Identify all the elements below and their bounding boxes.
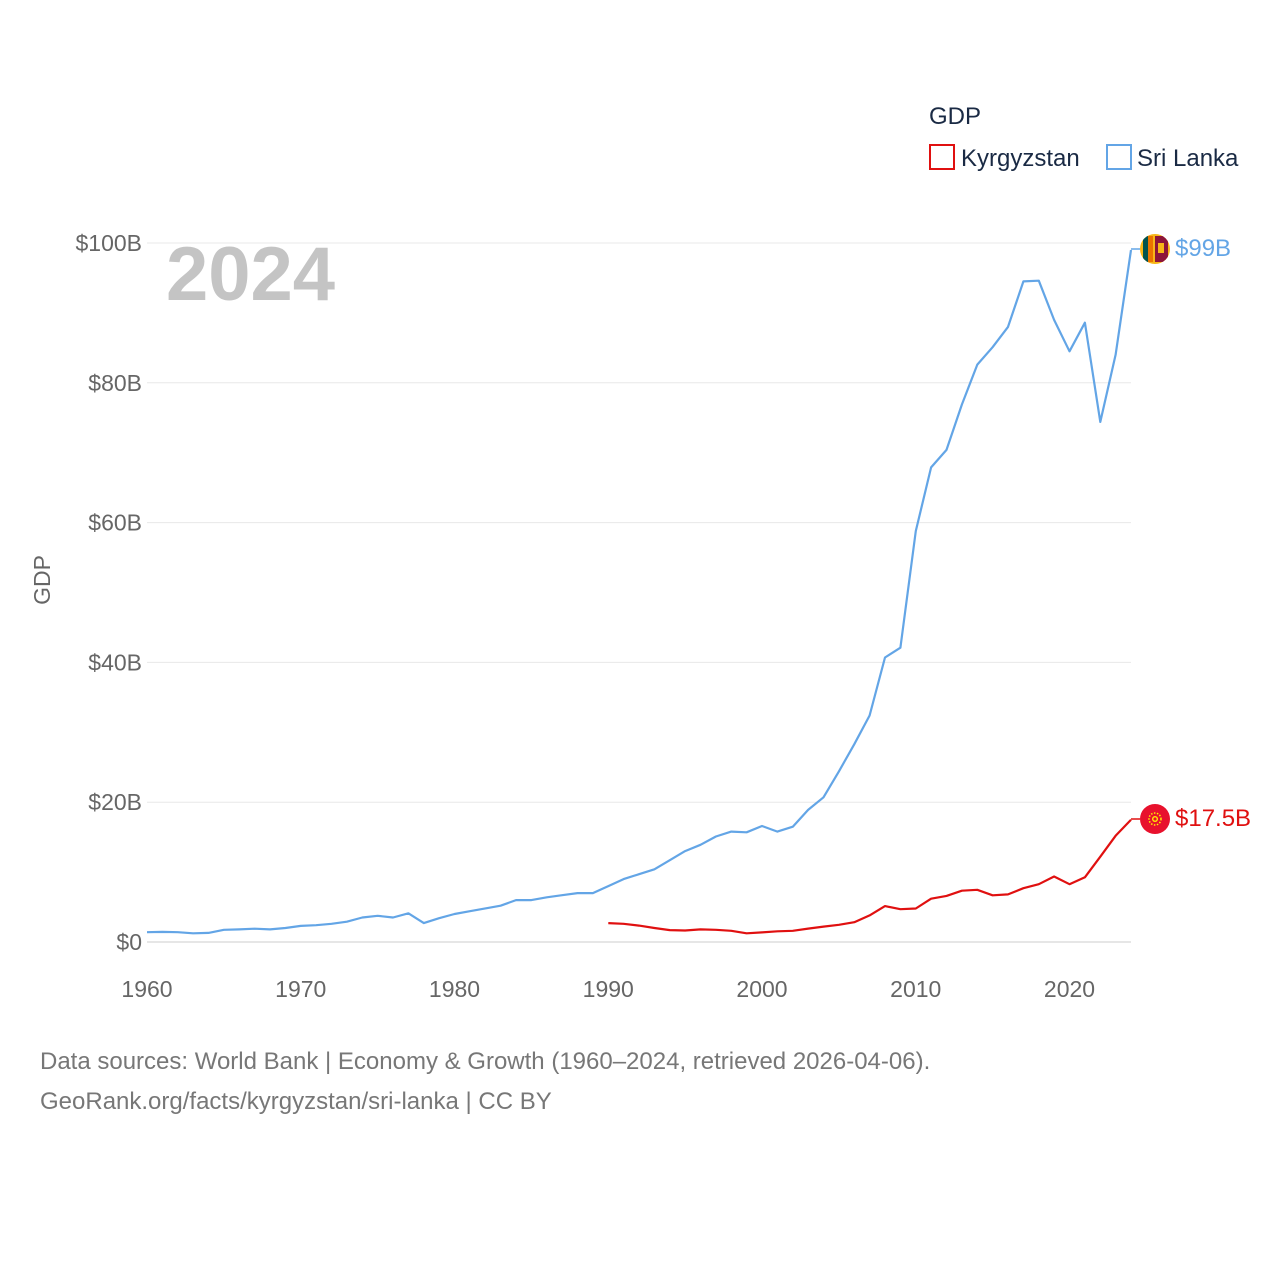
- legend-swatch-sri-lanka: [1106, 144, 1132, 170]
- y-axis-ticks: $0 $20B $40B $60B $80B $100B: [75, 230, 142, 955]
- x-tick-label: 2000: [736, 976, 787, 1002]
- y-tick-label: $0: [116, 929, 142, 955]
- sri-lanka-end-marker: $99B: [1131, 234, 1231, 264]
- y-tick-label: $100B: [75, 230, 142, 256]
- gdp-line-chart: $0 $20B $40B $60B $80B $100B 1960 1970 1980 1990…: [29, 103, 1251, 1002]
- sri-lanka-flag-icon: [1140, 234, 1170, 264]
- sri-lanka-end-value: $99B: [1175, 235, 1231, 262]
- legend-label-kyrgyzstan: Kyrgyzstan: [961, 145, 1080, 172]
- y-tick-label: $80B: [88, 370, 142, 396]
- legend-label-sri-lanka: Sri Lanka: [1137, 145, 1239, 172]
- series-line-sri-lanka[interactable]: [146, 249, 1133, 935]
- credit-line[interactable]: GeoRank.org/facts/kyrgyzstan/sri-lanka |…: [40, 1088, 552, 1115]
- y-axis-title: GDP: [29, 555, 55, 605]
- kyrgyzstan-end-marker: $17.5B: [1131, 804, 1251, 834]
- series-line-kyrgyzstan[interactable]: [608, 818, 1132, 935]
- x-tick-label: 2010: [890, 976, 941, 1002]
- legend-item-sri-lanka[interactable]: Sri Lanka: [1106, 144, 1239, 172]
- series-lines: [146, 249, 1133, 935]
- x-tick-label: 1980: [429, 976, 480, 1002]
- x-tick-label: 1960: [121, 976, 172, 1002]
- legend[interactable]: GDP Kyrgyzstan Sri Lanka: [929, 103, 1239, 172]
- legend-swatch-kyrgyzstan: [929, 144, 955, 170]
- data-source-footer: Data sources: World Bank | Economy & Gro…: [40, 1042, 930, 1122]
- gridlines: [147, 242, 1131, 943]
- year-label: 2024: [166, 232, 335, 317]
- kyrgyzstan-end-value: $17.5B: [1175, 805, 1251, 832]
- kyrgyzstan-flag-icon: [1140, 804, 1170, 834]
- legend-item-kyrgyzstan[interactable]: Kyrgyzstan: [929, 144, 1080, 172]
- y-tick-label: $20B: [88, 789, 142, 815]
- x-tick-label: 1990: [583, 976, 634, 1002]
- x-tick-label: 1970: [275, 976, 326, 1002]
- x-tick-label: 2020: [1044, 976, 1095, 1002]
- source-line: Data sources: World Bank | Economy & Gro…: [40, 1048, 931, 1075]
- legend-title: GDP: [929, 103, 981, 130]
- y-tick-label: $60B: [88, 510, 142, 536]
- y-tick-label: $40B: [88, 649, 142, 675]
- x-axis-ticks: 1960 1970 1980 1990 2000 2010 2020: [121, 976, 1095, 1002]
